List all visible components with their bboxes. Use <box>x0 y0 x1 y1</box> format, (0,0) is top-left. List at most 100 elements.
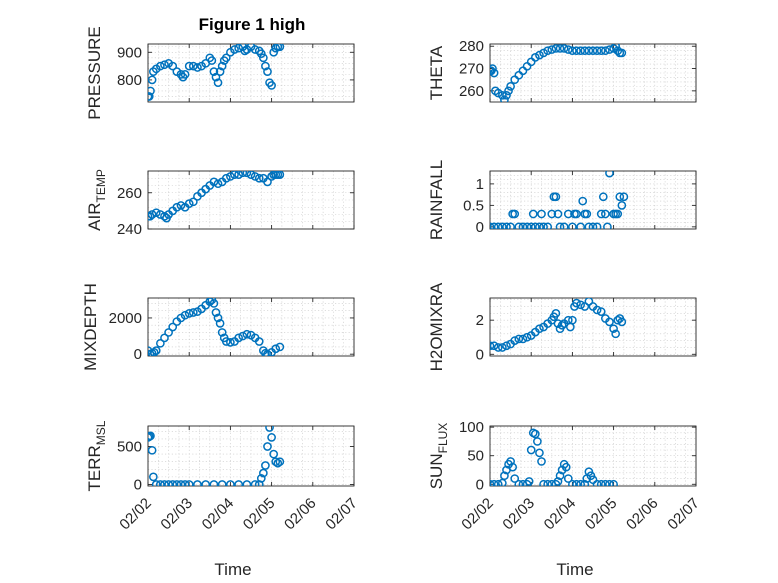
data-point <box>490 479 495 486</box>
data-point <box>238 331 248 341</box>
axes-box <box>489 297 697 357</box>
data-point <box>563 209 573 219</box>
data-point <box>598 192 608 202</box>
data-point <box>269 47 279 57</box>
y-axis-label: TERRMSL <box>85 420 108 491</box>
data-point <box>514 479 524 486</box>
data-point <box>156 61 165 71</box>
data-point <box>261 461 270 470</box>
data-point <box>615 192 625 202</box>
data-point <box>250 172 260 181</box>
data-point <box>543 479 553 486</box>
data-point <box>156 480 165 486</box>
data-point <box>172 480 182 486</box>
data-point <box>609 324 618 334</box>
data-point <box>498 343 507 352</box>
data-point <box>160 60 169 70</box>
data-point <box>493 479 503 486</box>
subplot-theta: 260 270 280 THETA <box>427 38 697 103</box>
data-point <box>490 68 499 78</box>
data-point <box>553 319 563 328</box>
data-point <box>156 338 165 348</box>
data-point <box>559 44 569 53</box>
data-point <box>518 222 528 229</box>
data-point <box>148 86 155 96</box>
data-point <box>230 45 239 54</box>
figure-title: Figure 1 high <box>199 15 306 34</box>
data-point <box>246 171 256 179</box>
y-tick-label: 0.5 <box>463 197 484 214</box>
data-point <box>551 192 561 202</box>
series-markers <box>148 44 285 101</box>
data-point <box>539 222 548 229</box>
data-point <box>522 222 532 229</box>
data-point <box>526 222 536 229</box>
data-point <box>490 222 495 229</box>
data-point <box>576 300 585 310</box>
y-axis-label-main: RAINFALL <box>427 160 446 240</box>
data-point <box>234 171 243 179</box>
data-point <box>535 222 544 229</box>
data-point <box>172 202 182 212</box>
data-point <box>271 344 281 354</box>
data-point <box>582 209 592 219</box>
data-point <box>502 90 511 100</box>
axes-box <box>147 43 355 103</box>
data-point <box>184 199 194 208</box>
data-point <box>221 173 231 183</box>
data-point <box>605 171 614 178</box>
y-axis-label-main: PRESSURE <box>85 26 104 120</box>
data-point <box>500 471 509 481</box>
data-point <box>176 480 186 486</box>
data-point <box>528 209 538 219</box>
y-axis-label: RAINFALL <box>427 160 446 240</box>
axes-box <box>147 297 355 357</box>
data-point <box>160 211 169 221</box>
data-point <box>572 479 581 486</box>
data-point <box>490 341 495 351</box>
data-point <box>551 309 561 318</box>
data-point <box>568 46 577 56</box>
subplot-pressure: 800 900 PRESSURE <box>85 26 355 120</box>
data-point <box>180 310 190 320</box>
data-point <box>209 480 219 486</box>
data-point <box>209 299 219 308</box>
data-point <box>180 480 190 486</box>
data-point <box>263 349 272 356</box>
data-point <box>508 462 518 472</box>
data-point <box>275 44 285 52</box>
data-point <box>221 53 231 63</box>
data-point <box>188 308 198 317</box>
data-point <box>596 209 606 219</box>
data-point <box>580 479 590 486</box>
data-point <box>580 302 590 311</box>
data-point <box>533 437 542 446</box>
data-point <box>164 480 173 486</box>
y-tick-label: 2000 <box>109 310 142 327</box>
data-point <box>263 67 272 76</box>
data-point <box>263 177 272 187</box>
data-point <box>254 173 264 183</box>
data-point <box>500 95 509 102</box>
data-point <box>514 222 524 229</box>
data-point <box>524 477 534 486</box>
data-point <box>148 210 157 219</box>
data-point <box>160 333 169 343</box>
data-point <box>551 44 561 53</box>
data-point <box>180 70 190 79</box>
data-point <box>207 56 217 65</box>
data-point <box>530 222 540 229</box>
data-point <box>555 471 565 481</box>
y-tick-label: 0 <box>476 476 484 493</box>
data-point <box>605 479 614 486</box>
data-point <box>149 348 159 356</box>
data-point <box>490 64 497 73</box>
data-point <box>148 211 153 221</box>
data-point <box>578 196 588 206</box>
data-point <box>242 171 252 178</box>
subplot-mixdepth: 0 2000 MIXDEPTH <box>81 283 355 371</box>
data-point <box>275 171 285 179</box>
y-axis-label: H2OMIXRA <box>427 282 446 371</box>
data-point <box>261 61 270 71</box>
